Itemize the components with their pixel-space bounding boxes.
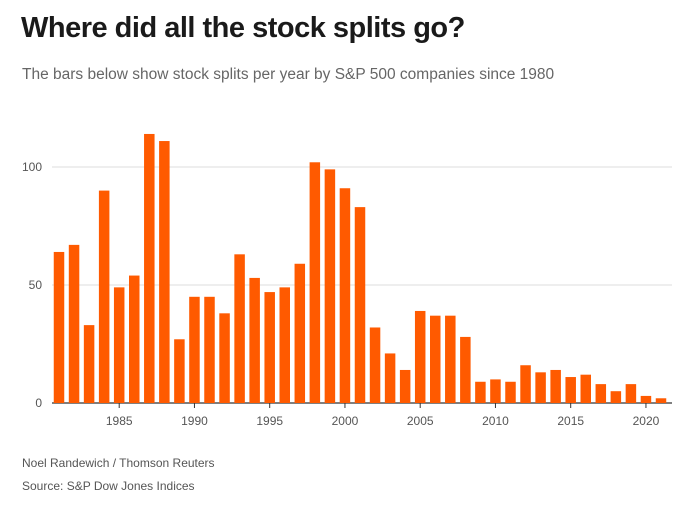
- bar-2016: [580, 374, 591, 403]
- y-tick-label: 50: [29, 278, 43, 292]
- bar-1988: [159, 141, 170, 404]
- bar-2012: [520, 365, 531, 403]
- bar-1981: [53, 251, 65, 403]
- credit-line: Noel Randewich / Thomson Reuters: [22, 456, 215, 470]
- x-tick-label: 1995: [256, 414, 283, 428]
- bar-1994: [249, 277, 260, 403]
- bar-chart: 0 50 100 1985 1990 1995 2000 2005 2010 2015 2020: [22, 133, 672, 428]
- y-tick-label: 100: [22, 160, 42, 174]
- bar-1984: [98, 190, 110, 403]
- x-tick-label: 2005: [407, 414, 434, 428]
- bar-1995: [264, 292, 275, 403]
- bar-1986: [129, 275, 140, 403]
- bar-1987: [144, 133, 155, 403]
- bar-1998: [309, 162, 321, 403]
- chart-title: Where did all the stock splits go?: [21, 12, 465, 44]
- bar-2000: [339, 188, 351, 403]
- bar-2002: [369, 327, 381, 403]
- y-tick-label: 0: [35, 396, 42, 410]
- bar-1991: [204, 296, 215, 403]
- bar-2021: [655, 398, 667, 403]
- bar-2014: [550, 369, 561, 403]
- x-axis-ticks: 1985 1990 1995 2000 2005 2010 2015 2020: [106, 403, 660, 428]
- bar-1990: [189, 296, 200, 403]
- x-tick-label: 1990: [181, 414, 208, 428]
- bar-2011: [505, 381, 516, 403]
- bar-2020: [640, 395, 652, 403]
- bar-1982: [68, 244, 80, 403]
- x-tick-label: 2020: [633, 414, 660, 428]
- bar-2010: [490, 379, 501, 403]
- bar-1992: [219, 313, 230, 403]
- bar-2005: [414, 310, 426, 403]
- bar-2004: [399, 369, 411, 403]
- x-tick-label: 1985: [106, 414, 133, 428]
- bar-2017: [595, 384, 607, 403]
- bar-2008: [460, 336, 471, 403]
- bar-2001: [354, 207, 366, 403]
- x-tick-label: 2000: [332, 414, 359, 428]
- x-tick-label: 2015: [557, 414, 584, 428]
- bar-2015: [565, 377, 576, 403]
- y-axis-ticks: 0 50 100: [22, 160, 42, 410]
- bar-2003: [384, 353, 396, 403]
- bar-2018: [610, 391, 622, 403]
- source-line: Source: S&P Dow Jones Indices: [22, 479, 195, 493]
- chart-subtitle: The bars below show stock splits per yea…: [22, 66, 555, 83]
- bar-1997: [294, 263, 306, 403]
- x-tick-label: 2010: [482, 414, 509, 428]
- bar-1999: [324, 169, 336, 403]
- bar-2006: [430, 315, 441, 403]
- bar-1985: [113, 287, 125, 403]
- bar-1983: [83, 325, 95, 403]
- bar-1996: [279, 287, 290, 403]
- bar-2007: [445, 315, 456, 403]
- bar-2019: [625, 384, 637, 403]
- bar-1989: [174, 339, 185, 403]
- bar-2009: [475, 381, 486, 403]
- bar-1993: [234, 254, 245, 403]
- bars: [53, 133, 667, 404]
- bar-2013: [535, 372, 546, 403]
